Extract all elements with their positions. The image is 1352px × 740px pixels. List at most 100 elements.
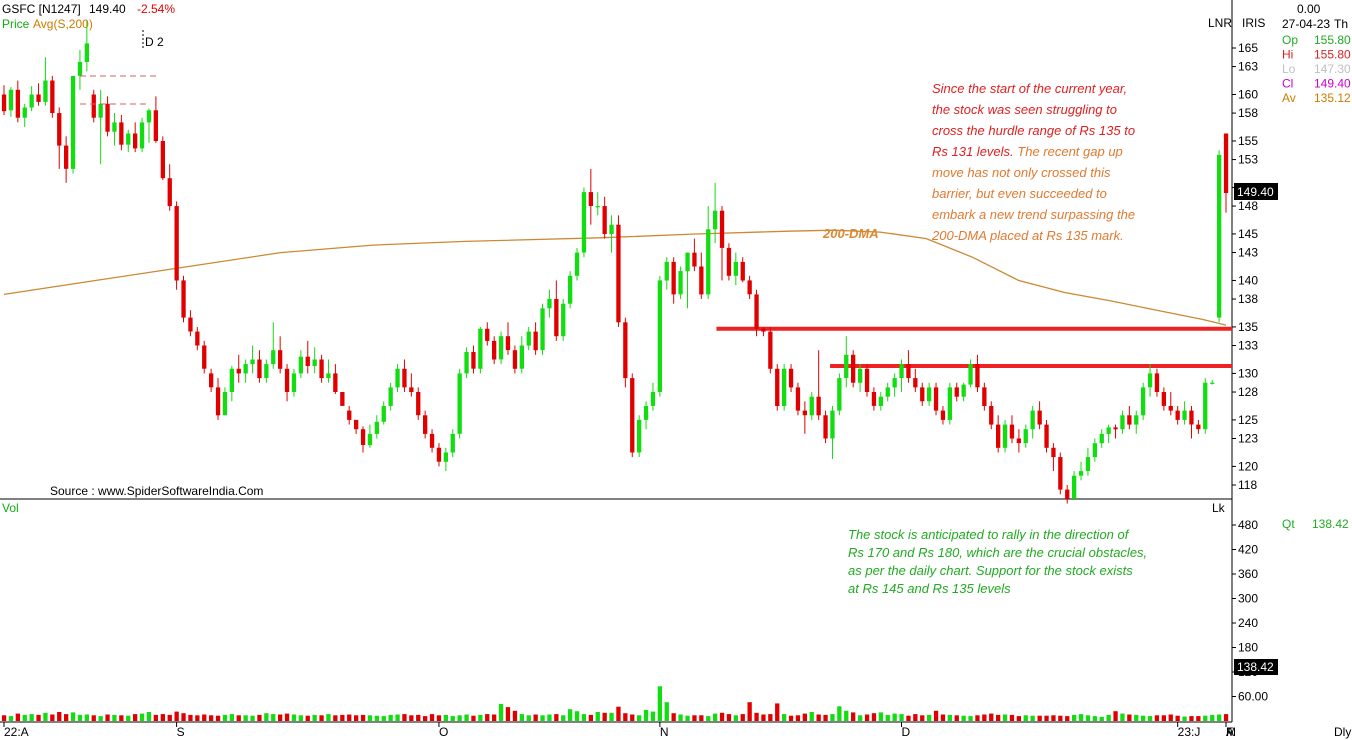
candle: [1210, 379, 1215, 385]
candle: [146, 108, 152, 143]
change-percent: -2.54%: [137, 2, 175, 16]
candle: [561, 299, 566, 341]
candle-body: [367, 433, 373, 446]
candle-body: [195, 331, 200, 346]
volume-bar: [982, 714, 987, 721]
candle-body: [657, 280, 662, 392]
source-text: Source : www.SpiderSoftwareIndia.Com: [50, 484, 263, 498]
candle-body: [940, 410, 946, 420]
volume-bar: [671, 713, 676, 721]
info-row-value: 155.80: [1314, 48, 1351, 62]
dma-annotation: 200-DMA: [822, 226, 879, 241]
candle: [1147, 364, 1153, 397]
candle-body: [471, 352, 476, 369]
candle-body: [637, 419, 642, 453]
candle-body: [1120, 415, 1125, 430]
candle: [498, 331, 504, 365]
candle: [471, 345, 476, 374]
candle-body: [222, 392, 228, 416]
candles-layer: [1, 20, 1229, 504]
candle-body: [250, 359, 255, 365]
volume-bar: [43, 712, 48, 721]
iris-toggle[interactable]: IRIS: [1242, 16, 1265, 30]
candle: [367, 424, 373, 448]
volume-bar: [1168, 714, 1173, 721]
volume-tick-label: 420: [1238, 543, 1258, 557]
candle-body: [830, 410, 835, 439]
candle: [706, 206, 711, 300]
volume-bar: [498, 703, 504, 721]
volume-bar: [1175, 715, 1180, 721]
volume-bar: [22, 714, 27, 721]
candle-body: [188, 317, 193, 332]
candle-body: [492, 340, 497, 360]
candle: [692, 238, 697, 272]
volume-bar: [1120, 713, 1125, 721]
candle: [920, 382, 925, 406]
candle: [968, 359, 973, 388]
candle-body: [581, 192, 587, 253]
candle-body: [1154, 373, 1160, 392]
volume-bar: [851, 712, 856, 721]
candle: [864, 364, 870, 397]
candle-body: [1196, 424, 1201, 430]
candle-body: [623, 322, 628, 379]
candle-body: [947, 387, 952, 420]
volume-tick-label: 240: [1238, 616, 1258, 630]
candle-body: [713, 210, 718, 230]
volume-bar: [1141, 715, 1146, 721]
candle-body: [1127, 415, 1132, 425]
volume-bar: [1023, 715, 1028, 721]
candle: [512, 345, 518, 374]
info-row-value: 155.80: [1314, 33, 1351, 47]
volume-bar: [630, 714, 635, 721]
candle: [568, 271, 573, 309]
candle-body: [878, 396, 883, 406]
candle-body: [139, 122, 145, 149]
candle: [1023, 424, 1028, 448]
volume-bar: [416, 714, 421, 721]
candle-body: [160, 141, 165, 179]
candle: [119, 114, 124, 151]
time-axis-ticks: 22:A S O N D 23:J FMA: [3, 722, 1236, 739]
lnr-toggle[interactable]: LNR: [1208, 16, 1232, 30]
candle: [126, 129, 131, 153]
candle-body: [802, 410, 807, 416]
candle: [1092, 438, 1097, 462]
candle: [464, 347, 469, 379]
volume-bar: [588, 714, 593, 721]
candle: [733, 252, 738, 286]
volume-bar: [1154, 715, 1160, 721]
candle-body: [333, 373, 338, 392]
volume-bar: [29, 714, 34, 721]
candle: [996, 415, 1001, 453]
candle-body: [927, 387, 932, 402]
candle: [554, 280, 559, 341]
volume-bar: [347, 714, 352, 721]
candle: [547, 289, 552, 318]
candle: [643, 401, 649, 430]
volume-bar: [885, 714, 890, 721]
candle-body: [298, 356, 303, 374]
annotation-top-line-4: Rs 131 levels. The recent gap up: [932, 144, 1123, 159]
candle: [278, 336, 283, 374]
candle-body: [1051, 447, 1056, 458]
candle: [664, 257, 669, 290]
volume-bar: [202, 714, 207, 721]
candle-body: [982, 387, 987, 406]
volume-bar: [229, 714, 234, 721]
interval-label[interactable]: Dly: [1334, 725, 1351, 739]
candle-body: [43, 80, 48, 102]
volume-bar: [284, 713, 290, 721]
candle: [768, 326, 773, 374]
candle-body: [181, 280, 186, 318]
volume-bar: [1058, 715, 1063, 721]
lk-toggle[interactable]: Lk: [1212, 501, 1226, 515]
candle-body: [602, 206, 607, 234]
candle-body: [782, 368, 787, 406]
candle: [416, 387, 421, 420]
volume-bar: [719, 712, 725, 721]
candle: [333, 364, 338, 394]
volume-bar: [747, 702, 752, 721]
